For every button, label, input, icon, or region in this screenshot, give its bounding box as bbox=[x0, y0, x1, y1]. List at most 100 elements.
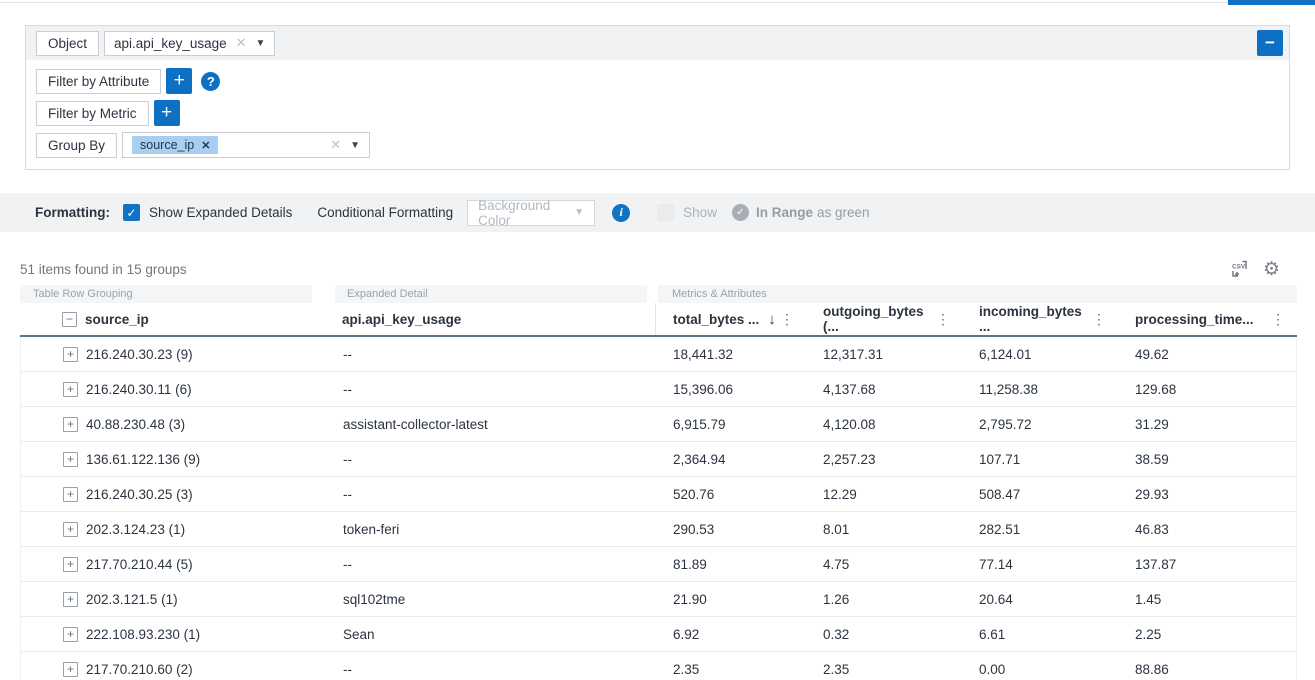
expand-row-icon[interactable]: + bbox=[63, 346, 78, 362]
metric-cells: 18,441.32 12,317.31 6,124.01 49.62 bbox=[656, 347, 1296, 362]
add-attribute-filter-button[interactable]: + bbox=[166, 68, 193, 94]
group-by-tag-label: source_ip bbox=[140, 138, 195, 152]
filter-by-metric-row: Filter by Metric + bbox=[36, 100, 1279, 126]
metric-column-processing-time[interactable]: processing_time... ⋮ bbox=[1118, 303, 1297, 335]
metric-value: 46.83 bbox=[1135, 521, 1169, 537]
metric-value: 282.51 bbox=[979, 521, 1021, 537]
row-detail: -- bbox=[343, 486, 352, 502]
metric-cells: 520.76 12.29 508.47 29.93 bbox=[656, 487, 1296, 502]
metric-value: 20.64 bbox=[979, 591, 1013, 607]
expand-row-icon[interactable]: + bbox=[63, 451, 78, 467]
background-color-value: Background Color bbox=[478, 197, 551, 228]
show-expanded-details-checkbox[interactable]: ✓ bbox=[123, 204, 140, 221]
row-group-label: 216.240.30.23 (9) bbox=[86, 346, 193, 362]
metric-value: 31.29 bbox=[1135, 416, 1169, 432]
expanded-detail-column-label: api.api_key_usage bbox=[342, 311, 462, 327]
metric-value: 12,317.31 bbox=[823, 346, 884, 362]
row-detail: -- bbox=[343, 661, 352, 677]
object-selector-row: Object api.api_key_usage ✕ ▼ − bbox=[26, 26, 1289, 60]
info-icon[interactable]: i bbox=[612, 203, 631, 222]
expand-row-icon[interactable]: + bbox=[63, 626, 78, 642]
group-cell: + 40.88.230.48 (3) bbox=[21, 416, 343, 432]
background-color-select[interactable]: Background Color ▼ bbox=[467, 197, 596, 228]
filter-rows: Filter by Attribute + ? Filter by Metric… bbox=[26, 60, 1289, 165]
object-label: Object bbox=[36, 30, 100, 56]
metric-value: 29.93 bbox=[1135, 486, 1169, 502]
metric-value: 4,120.08 bbox=[823, 416, 876, 432]
expand-row-icon[interactable]: + bbox=[63, 381, 78, 397]
group-by-row: Group By source_ip ✕ ✕ ▼ bbox=[36, 132, 1279, 158]
group-cell: + 217.70.210.44 (5) bbox=[21, 556, 343, 572]
group-cell: + 216.240.30.25 (3) bbox=[21, 486, 343, 502]
formatting-bar: Formatting: ✓ Show Expanded Details Cond… bbox=[0, 193, 1315, 232]
metric-value: 2,257.23 bbox=[823, 451, 876, 467]
remove-tag-icon[interactable]: ✕ bbox=[201, 139, 211, 152]
collapse-panel-button[interactable]: − bbox=[1257, 30, 1283, 56]
table-row: + 202.3.121.5 (1) sql102tme 21.90 1.26 2… bbox=[21, 582, 1296, 617]
table-row: + 202.3.124.23 (1) token-feri 290.53 8.0… bbox=[21, 512, 1296, 547]
expand-row-icon[interactable]: + bbox=[63, 521, 78, 537]
metric-value: 6.61 bbox=[979, 626, 1006, 642]
column-menu-icon[interactable]: ⋮ bbox=[1092, 310, 1106, 327]
expand-row-icon[interactable]: + bbox=[63, 591, 78, 607]
metric-value: 18,441.32 bbox=[673, 346, 734, 362]
expand-row-icon[interactable]: + bbox=[63, 486, 78, 502]
group-by-select[interactable]: source_ip ✕ ✕ ▼ bbox=[122, 132, 371, 158]
expand-row-icon[interactable]: + bbox=[63, 556, 78, 572]
metric-column-total-bytes[interactable]: total_bytes ... ↓ ⋮ bbox=[656, 303, 806, 335]
in-range-bold: In Range bbox=[755, 205, 813, 220]
metric-value: 49.62 bbox=[1135, 346, 1169, 362]
add-metric-filter-button[interactable]: + bbox=[153, 100, 180, 126]
row-group-label: 136.61.122.136 (9) bbox=[86, 451, 201, 467]
expand-row-icon[interactable]: + bbox=[63, 416, 78, 432]
filter-by-attribute-label: Filter by Attribute bbox=[36, 68, 162, 94]
metric-cells: 21.90 1.26 20.64 1.45 bbox=[656, 592, 1296, 607]
conditional-formatting-label: Conditional Formatting bbox=[317, 205, 454, 220]
row-detail: -- bbox=[343, 346, 352, 362]
help-icon[interactable]: ? bbox=[201, 71, 221, 91]
group-cell: + 202.3.121.5 (1) bbox=[21, 591, 343, 607]
column-menu-icon[interactable]: ⋮ bbox=[936, 310, 950, 327]
metric-value: 8.01 bbox=[823, 521, 850, 537]
row-detail: -- bbox=[343, 451, 352, 467]
metric-column-outgoing-bytes[interactable]: outgoing_bytes (... ⋮ bbox=[806, 303, 962, 335]
metric-value: 6,124.01 bbox=[979, 346, 1032, 362]
grouping-column-label: source_ip bbox=[85, 311, 149, 327]
metric-column-incoming-bytes[interactable]: incoming_bytes ... ⋮ bbox=[962, 303, 1118, 335]
top-right-accent-bar bbox=[1228, 0, 1315, 5]
section-header-metrics: Metrics & Attributes bbox=[658, 285, 1297, 303]
metric-value: 11,258.38 bbox=[979, 381, 1039, 397]
column-menu-icon[interactable]: ⋮ bbox=[1271, 310, 1285, 327]
metric-value: 2.25 bbox=[1135, 626, 1162, 642]
row-detail: token-feri bbox=[343, 521, 400, 537]
sort-descending-icon[interactable]: ↓ bbox=[768, 310, 776, 328]
grouping-column-header[interactable]: − source_ip bbox=[20, 303, 342, 335]
row-group-label: 216.240.30.25 (3) bbox=[86, 486, 193, 502]
filter-by-attribute-row: Filter by Attribute + ? bbox=[36, 68, 1279, 94]
metric-value: 4,137.68 bbox=[823, 381, 876, 397]
settings-gear-icon[interactable]: ⚙ bbox=[1262, 259, 1280, 280]
metric-value: 2.35 bbox=[673, 661, 700, 677]
metric-value: 290.53 bbox=[673, 521, 715, 537]
clear-object-icon[interactable]: ✕ bbox=[235, 35, 247, 50]
metric-cells: 6.92 0.32 6.61 2.25 bbox=[656, 627, 1296, 642]
metric-value: 0.32 bbox=[823, 626, 850, 642]
table-section-headers: Table Row Grouping Expanded Detail Metri… bbox=[20, 285, 1297, 303]
collapse-all-icon[interactable]: − bbox=[62, 311, 77, 327]
export-csv-icon[interactable]: CSV bbox=[1229, 259, 1250, 280]
show-checkbox-disabled bbox=[657, 204, 675, 221]
metric-value: 1.45 bbox=[1135, 591, 1162, 607]
expand-row-icon[interactable]: + bbox=[63, 661, 78, 677]
top-edge-divider bbox=[0, 0, 1315, 3]
chevron-down-icon[interactable]: ▼ bbox=[255, 37, 266, 49]
clear-groupby-icon[interactable]: ✕ bbox=[330, 137, 342, 152]
chevron-down-icon[interactable]: ▼ bbox=[350, 139, 361, 151]
in-range-check-icon: ✓ bbox=[731, 204, 749, 221]
metric-value: 81.89 bbox=[673, 556, 707, 572]
group-by-label: Group By bbox=[36, 132, 118, 158]
expanded-detail-column-header[interactable]: api.api_key_usage bbox=[342, 303, 655, 335]
show-label: Show bbox=[683, 205, 717, 220]
object-select[interactable]: api.api_key_usage ✕ ▼ bbox=[104, 30, 276, 56]
table-row: + 216.240.30.23 (9) -- 18,441.32 12,317.… bbox=[21, 337, 1296, 372]
column-menu-icon[interactable]: ⋮ bbox=[780, 310, 794, 327]
